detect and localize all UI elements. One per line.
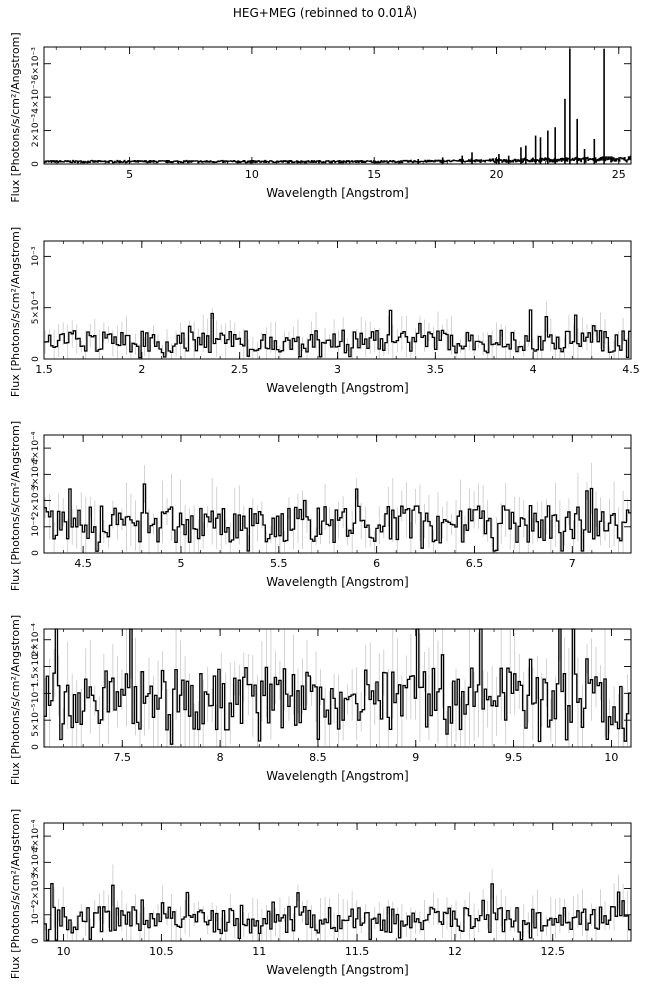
y-tick-label: 2×10⁻⁴ — [31, 623, 41, 656]
x-axis-label: Wavelength [Angstrom] — [266, 769, 408, 783]
y-axis-label: Flux [Photons/s/cm²/Angstrom] — [9, 809, 22, 979]
x-tick-label: 3.5 — [427, 363, 445, 376]
x-tick-label: 10.5 — [149, 945, 174, 958]
x-tick-label: 10 — [245, 168, 259, 181]
y-tick-label: 2×10⁻⁴ — [31, 872, 41, 905]
x-tick-label: 5 — [126, 168, 133, 181]
y-tick-label: 5×10⁻⁵ — [31, 703, 41, 736]
y-axis-label: Flux [Photons/s/cm²/Angstrom] — [9, 32, 22, 202]
x-tick-label: 1.5 — [35, 363, 53, 376]
x-axis-label: Wavelength [Angstrom] — [266, 186, 408, 200]
x-tick-label: 4.5 — [622, 363, 640, 376]
y-tick-label: 4×10⁻⁴ — [31, 431, 41, 464]
x-tick-label: 6.5 — [466, 557, 484, 570]
y-tick-label: 3×10⁻⁴ — [31, 457, 41, 490]
x-tick-label: 2.5 — [231, 363, 249, 376]
y-tick-label: 4×10⁻⁴ — [31, 819, 41, 852]
x-tick-label: 12 — [448, 945, 462, 958]
y-tick-label: 2×10⁻⁴ — [31, 484, 41, 517]
x-tick-label: 8 — [217, 751, 224, 764]
x-tick-label: 3 — [334, 363, 341, 376]
x-tick-label: 2 — [138, 363, 145, 376]
plot-frame — [43, 46, 632, 165]
y-axis-label: Flux [Photons/s/cm²/Angstrom] — [9, 615, 22, 785]
x-tick-label: 10 — [57, 945, 71, 958]
spectrum-trace — [44, 483, 631, 552]
y-tick-label: 10⁻⁴ — [31, 683, 41, 703]
x-tick-label: 11.5 — [345, 945, 370, 958]
x-tick-label: 7 — [569, 557, 576, 570]
x-tick-label: 7.5 — [114, 751, 132, 764]
y-tick-label: 0 — [31, 550, 41, 556]
y-axis-label: Flux [Photons/s/cm²/Angstrom] — [9, 227, 22, 397]
spectrum-trace — [44, 883, 631, 941]
x-tick-label: 10 — [604, 751, 618, 764]
spectrum-trace — [44, 155, 631, 164]
spectrum-trace — [44, 309, 631, 359]
x-axis-label: Wavelength [Angstrom] — [266, 575, 408, 589]
y-tick-label: 10⁻³ — [31, 246, 41, 266]
chart-title: HEG+MEG (rebinned to 0.01Å) — [232, 6, 418, 20]
y-axis-label: Flux [Photons/s/cm²/Angstrom] — [9, 421, 22, 591]
spectrum-trace — [44, 628, 631, 745]
y-tick-label: 4×10⁻³ — [31, 80, 41, 113]
x-tick-label: 12.5 — [540, 945, 565, 958]
y-tick-label: 0 — [31, 356, 41, 362]
x-tick-label: 9 — [412, 751, 419, 764]
x-tick-label: 5 — [177, 557, 184, 570]
x-tick-label: 8.5 — [309, 751, 327, 764]
y-tick-label: 10⁻⁴ — [31, 516, 41, 536]
x-tick-label: 5.5 — [270, 557, 288, 570]
y-tick-label: 0 — [31, 938, 41, 944]
y-tick-label: 3×10⁻⁴ — [31, 845, 41, 878]
y-tick-label: 10⁻⁴ — [31, 904, 41, 924]
x-tick-label: 11 — [252, 945, 266, 958]
y-tick-label: 1.5×10⁻⁴ — [31, 645, 41, 687]
x-tick-label: 4.5 — [74, 557, 92, 570]
y-tick-label: 0 — [31, 744, 41, 750]
x-axis-label: Wavelength [Angstrom] — [266, 381, 408, 395]
x-tick-label: 9.5 — [505, 751, 523, 764]
y-tick-label: 6×10⁻³ — [31, 47, 41, 80]
x-axis-label: Wavelength [Angstrom] — [266, 963, 408, 977]
y-tick-label: 5×10⁻⁴ — [31, 291, 41, 324]
x-tick-label: 20 — [489, 168, 503, 181]
x-tick-label: 15 — [367, 168, 381, 181]
x-tick-label: 6 — [373, 557, 380, 570]
y-tick-label: 0 — [31, 161, 41, 167]
y-tick-label: 2×10⁻³ — [31, 114, 41, 147]
x-tick-label: 25 — [612, 168, 626, 181]
x-tick-label: 4 — [530, 363, 537, 376]
